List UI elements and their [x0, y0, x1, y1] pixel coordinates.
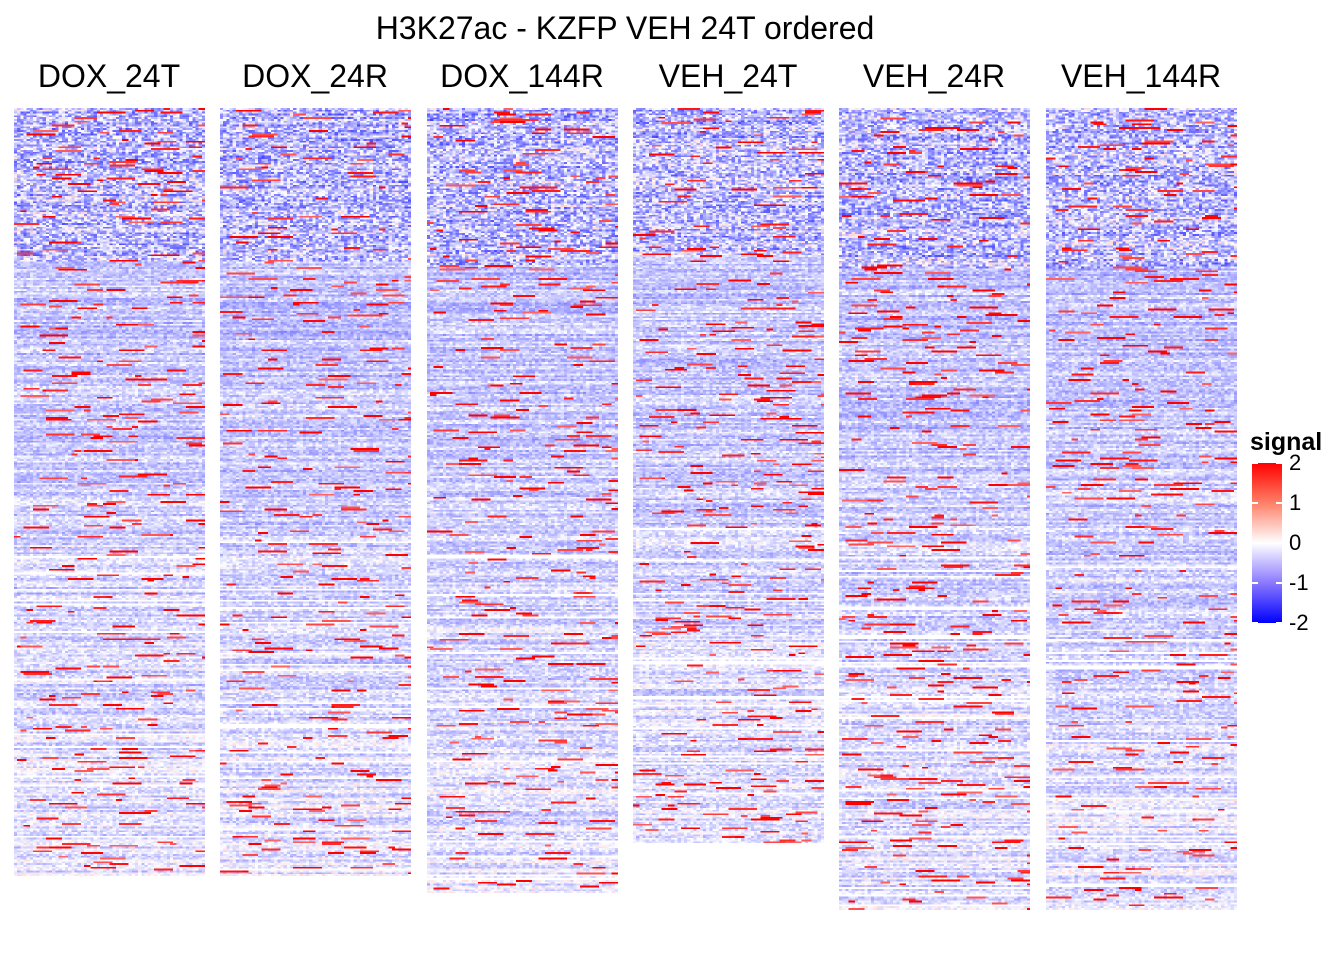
heatmap-panel [839, 108, 1030, 910]
legend-title: signal [1250, 428, 1323, 456]
legend-tick-label: -1 [1289, 570, 1309, 595]
legend-tick-label: -2 [1289, 610, 1309, 635]
legend-tick-mark [1252, 462, 1258, 464]
heatmap-cells [220, 108, 411, 876]
heatmap-cells [633, 108, 824, 843]
panel-label: VEH_144R [1060, 58, 1222, 94]
legend-tick-mark [1252, 542, 1258, 544]
heatmap-panel [14, 108, 205, 876]
panel-label: DOX_24T [37, 58, 181, 94]
legend-tick-label: 2 [1289, 450, 1302, 475]
chart-title: H3K27ac - KZFP VEH 24T ordered [375, 10, 875, 46]
legend-tick-mark [1252, 622, 1258, 624]
heatmap-cells [1046, 108, 1237, 910]
heatmap-panel [427, 108, 618, 893]
heatmap-panel [220, 108, 411, 876]
panel-label: VEH_24R [862, 58, 1006, 94]
legend-tick-mark [1252, 502, 1258, 504]
legend-tick-mark [1252, 582, 1258, 584]
legend-tick-mark [1276, 582, 1282, 584]
panel-label: DOX_24R [242, 58, 388, 94]
heatmap-panel [1046, 108, 1237, 910]
legend-tick-label: 1 [1289, 490, 1302, 515]
heatmap-cells [427, 108, 618, 893]
panel-label: VEH_24T [658, 58, 798, 94]
panel-label: DOX_144R [440, 58, 604, 94]
heatmap-cells [839, 108, 1030, 910]
color-legend: signal 2 1 0 -1 -2 [1250, 428, 1340, 638]
heatmap-cells [14, 108, 205, 876]
legend-tick-mark [1276, 462, 1282, 464]
legend-tick-mark [1276, 502, 1282, 504]
legend-tick-label: 0 [1289, 530, 1302, 555]
legend-tick-mark [1276, 622, 1282, 624]
legend-tick-mark [1276, 542, 1282, 544]
heatmap-panel [633, 108, 824, 843]
